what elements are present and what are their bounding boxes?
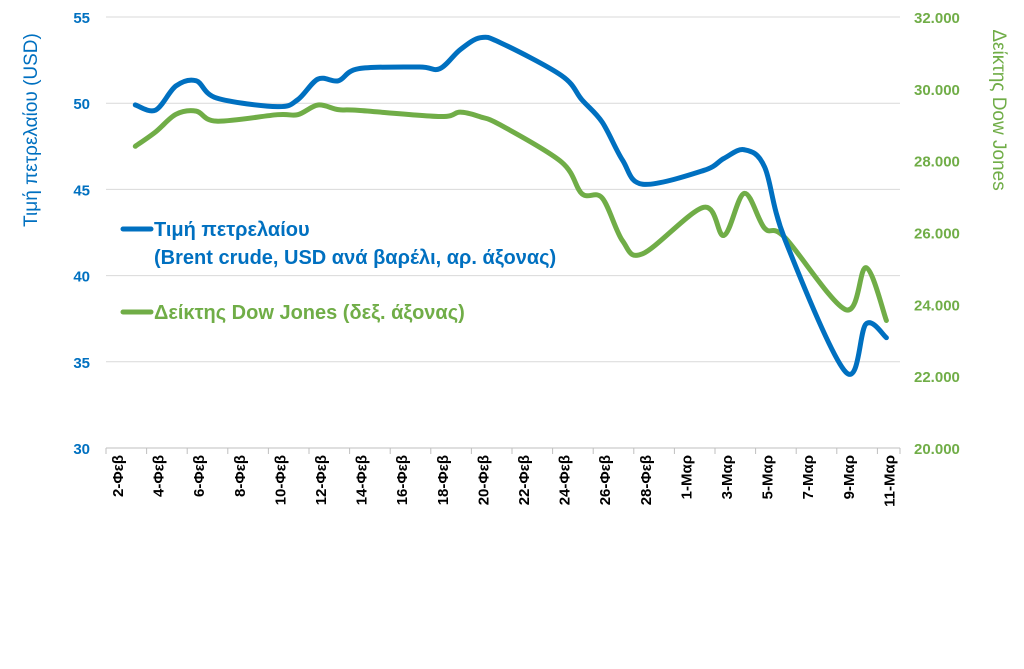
right-tick-label: 30.000 bbox=[914, 82, 960, 99]
legend: Τιμή πετρελαίου (Brent crude, USD ανά βα… bbox=[120, 219, 556, 324]
right-y-axis: 20.000 22.000 24.000 26.000 28.000 30.000 32.0… bbox=[914, 10, 960, 458]
x-tick-label: 3-Μαρ bbox=[719, 455, 736, 499]
left-tick-label: 50 bbox=[73, 96, 90, 113]
x-tick-label: 6-Φεβ bbox=[191, 455, 208, 497]
x-tick-label: 10-Φεβ bbox=[272, 455, 289, 505]
legend-label-brent-line1: Τιμή πετρελαίου bbox=[154, 219, 310, 241]
x-tick-label: 5-Μαρ bbox=[760, 455, 777, 499]
x-tick-label: 24-Φεβ bbox=[557, 455, 574, 505]
x-tick-label: 28-Φεβ bbox=[638, 455, 655, 505]
x-tick-label: 14-Φεβ bbox=[354, 455, 371, 505]
x-tick-label: 9-Μαρ bbox=[841, 455, 858, 499]
x-tick-label: 18-Φεβ bbox=[435, 455, 452, 505]
left-y-axis: 30 35 40 45 50 55 bbox=[73, 10, 90, 458]
x-tick-label: 2-Φεβ bbox=[110, 455, 127, 497]
right-axis-title: Δείκτης Dow Jones bbox=[988, 29, 1009, 190]
brent-price-line bbox=[132, 34, 889, 377]
right-tick-label: 32.000 bbox=[914, 10, 960, 27]
x-tick-label: 20-Φεβ bbox=[475, 455, 492, 505]
x-axis: 2-Φεβ 4-Φεβ 6-Φεβ 8-Φεβ 10-Φεβ 12-Φεβ 14-Φεβ 16… bbox=[105, 448, 901, 507]
x-tick-label: 12-Φεβ bbox=[313, 455, 330, 505]
right-tick-label: 20.000 bbox=[914, 441, 960, 458]
x-tick-label: 7-Μαρ bbox=[800, 455, 817, 499]
legend-label-brent-line2: (Brent crude, USD ανά βαρέλι, αρ. άξονας… bbox=[154, 247, 556, 269]
x-tick-label: 26-Φεβ bbox=[597, 455, 614, 505]
x-tick-label: 1-Μαρ bbox=[678, 455, 695, 499]
dow-jones-line bbox=[132, 102, 889, 323]
x-tick-label: 22-Φεβ bbox=[516, 455, 533, 505]
legend-label-dow: Δείκτης Dow Jones (δεξ. άξονας) bbox=[154, 302, 465, 324]
left-axis-title: Τιμή πετρελαίου (USD) bbox=[21, 33, 42, 227]
right-tick-label: 22.000 bbox=[914, 369, 960, 386]
x-tick-label: 16-Φεβ bbox=[394, 455, 411, 505]
series-lines bbox=[132, 34, 889, 377]
x-tick-label: 4-Φεβ bbox=[151, 455, 168, 497]
left-tick-label: 45 bbox=[73, 182, 90, 199]
left-tick-label: 30 bbox=[73, 441, 90, 458]
right-tick-label: 28.000 bbox=[914, 154, 960, 171]
left-tick-label: 55 bbox=[73, 10, 90, 27]
x-tick-label: 8-Φεβ bbox=[232, 455, 249, 497]
x-tick-label: 11-Μαρ bbox=[881, 455, 898, 507]
left-tick-label: 35 bbox=[73, 355, 90, 372]
left-tick-label: 40 bbox=[73, 269, 90, 286]
right-tick-label: 26.000 bbox=[914, 226, 960, 243]
right-tick-label: 24.000 bbox=[914, 297, 960, 314]
